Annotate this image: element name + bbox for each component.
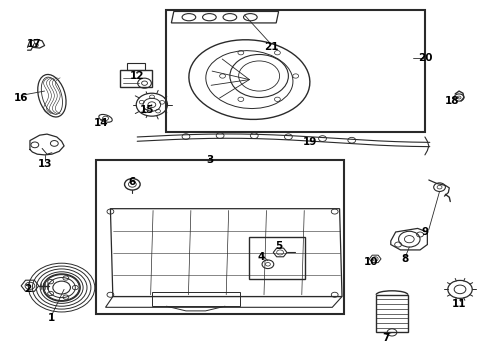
Bar	[152, 292, 239, 306]
Text: 13: 13	[37, 159, 52, 169]
Text: 4: 4	[257, 252, 264, 262]
Bar	[166, 10, 424, 132]
Text: 12: 12	[130, 71, 144, 81]
Text: 9: 9	[421, 227, 427, 237]
Text: 16: 16	[14, 93, 28, 103]
Text: 14: 14	[93, 118, 108, 128]
Text: 19: 19	[303, 138, 317, 147]
Bar	[375, 295, 407, 332]
Text: 8: 8	[401, 254, 408, 264]
Text: 3: 3	[206, 155, 214, 165]
Text: 6: 6	[128, 177, 136, 187]
Text: 2: 2	[24, 284, 31, 294]
Text: 18: 18	[444, 96, 458, 106]
Text: 15: 15	[140, 105, 154, 115]
Text: 5: 5	[274, 241, 282, 251]
Text: 20: 20	[417, 53, 431, 63]
Bar	[96, 160, 344, 315]
Text: 21: 21	[264, 42, 278, 52]
Text: 17: 17	[26, 39, 41, 49]
Text: 10: 10	[363, 257, 378, 267]
Text: 7: 7	[382, 333, 389, 343]
Bar	[127, 63, 144, 69]
Text: 1: 1	[48, 313, 56, 323]
Bar	[249, 237, 305, 279]
Bar	[120, 69, 152, 87]
Text: 11: 11	[451, 299, 466, 309]
